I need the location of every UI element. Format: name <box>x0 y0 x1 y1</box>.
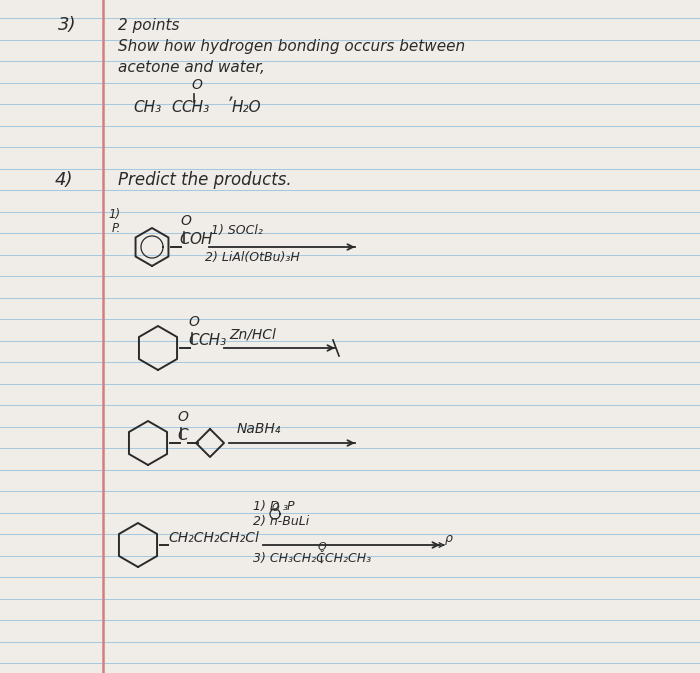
Text: 4): 4) <box>55 171 74 189</box>
Text: CH₃: CH₃ <box>133 100 161 115</box>
Text: P.: P. <box>112 222 121 235</box>
Text: 2 points: 2 points <box>118 18 179 33</box>
Text: O: O <box>272 503 279 513</box>
Text: O: O <box>177 410 188 424</box>
Text: ʼ: ʼ <box>228 96 234 114</box>
Text: CH₂CH₂CH₂Cl: CH₂CH₂CH₂Cl <box>168 531 259 545</box>
Text: CH₃: CH₃ <box>181 100 209 115</box>
Text: 3): 3) <box>58 16 76 34</box>
Text: C: C <box>188 333 199 348</box>
Text: H₂O: H₂O <box>232 100 262 115</box>
Text: C: C <box>177 428 188 443</box>
Text: O: O <box>318 542 327 552</box>
Text: CH₃: CH₃ <box>198 333 226 348</box>
Text: 3) CH₃CH₂ČCH₂CH₃: 3) CH₃CH₂ČCH₂CH₃ <box>253 552 371 565</box>
Text: Predict the products.: Predict the products. <box>118 171 292 189</box>
Text: ρ: ρ <box>445 532 453 545</box>
Text: Show how hydrogen bonding occurs between: Show how hydrogen bonding occurs between <box>118 39 465 54</box>
Text: 2) LiAl(OtBu)₃H: 2) LiAl(OtBu)₃H <box>205 251 300 264</box>
Text: 1) D: 1) D <box>253 500 279 513</box>
Text: ₃P: ₃P <box>283 500 295 513</box>
Text: 1) SOCl₂: 1) SOCl₂ <box>211 224 263 237</box>
Text: O: O <box>191 78 202 92</box>
Text: C: C <box>179 232 190 247</box>
Text: O: O <box>180 214 191 228</box>
Text: acetone and water,: acetone and water, <box>118 60 265 75</box>
Text: Zn/HCl: Zn/HCl <box>229 327 276 341</box>
Text: C: C <box>171 100 181 115</box>
Text: NaBH₄: NaBH₄ <box>237 422 281 436</box>
Text: O: O <box>188 315 199 329</box>
Text: 1): 1) <box>108 208 120 221</box>
Text: OH: OH <box>189 232 213 247</box>
Text: 2) n-BuLi: 2) n-BuLi <box>253 515 309 528</box>
